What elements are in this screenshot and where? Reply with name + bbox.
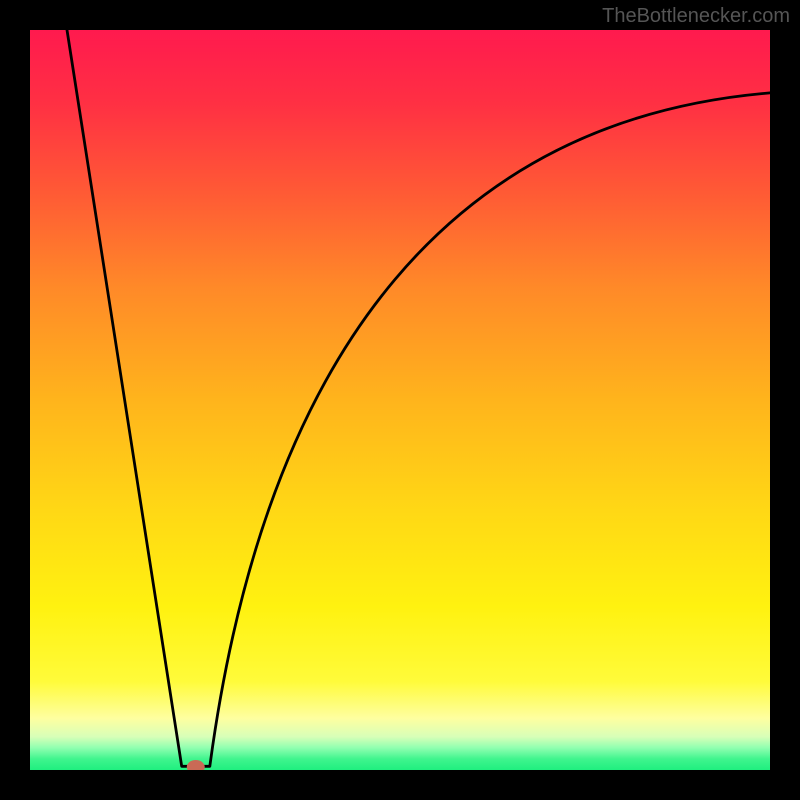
plot-area [30,30,770,774]
chart-canvas: TheBottlenecker.com [0,0,800,800]
watermark-text: TheBottlenecker.com [602,5,790,27]
gradient-background [30,30,770,770]
